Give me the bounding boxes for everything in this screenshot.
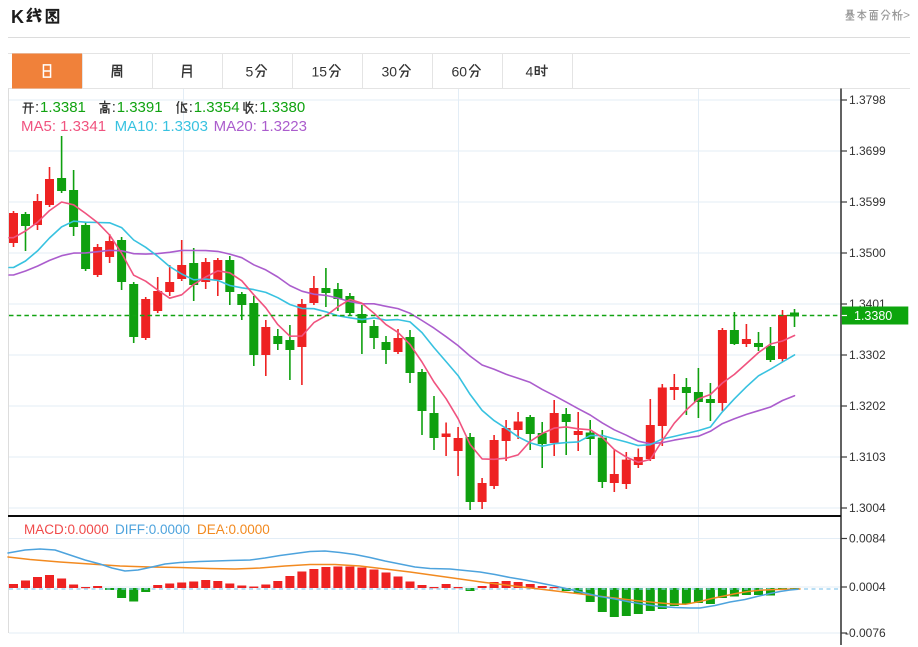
svg-text:MA5: 1.3341: MA5: 1.3341 [21,118,106,135]
svg-text::: : [35,99,39,116]
svg-text:MA10: 1.3303: MA10: 1.3303 [115,118,208,135]
svg-text:1.3798: 1.3798 [849,93,886,107]
svg-text:DIFF:0.0000: DIFF:0.0000 [115,522,190,537]
svg-text:K: K [11,7,24,27]
svg-text:1.3699: 1.3699 [849,144,886,158]
svg-text:1.3599: 1.3599 [849,195,886,209]
svg-text:-0.0076: -0.0076 [845,626,886,640]
svg-text:1.3391: 1.3391 [117,99,163,116]
svg-text:1.3004: 1.3004 [849,501,886,515]
svg-text:1.3500: 1.3500 [849,246,886,260]
svg-text::: : [189,99,193,116]
svg-text:MA20: 1.3223: MA20: 1.3223 [214,118,307,135]
svg-text:>: > [903,8,910,22]
svg-text:0.0084: 0.0084 [849,532,886,546]
svg-text::: : [112,99,116,116]
svg-text:4: 4 [526,64,534,80]
svg-text:1.3381: 1.3381 [40,99,86,116]
svg-text::: : [254,99,258,116]
svg-text:5: 5 [246,64,254,80]
svg-text:1.3354: 1.3354 [194,99,240,116]
svg-text:1.3380: 1.3380 [259,99,305,116]
svg-text:MACD:0.0000: MACD:0.0000 [24,522,109,537]
svg-text:1.3302: 1.3302 [849,348,886,362]
svg-text:60: 60 [452,64,468,80]
svg-text:15: 15 [312,64,328,80]
svg-text:30: 30 [382,64,398,80]
svg-text:1.3103: 1.3103 [849,450,886,464]
svg-text:0.0004: 0.0004 [849,580,886,594]
svg-text:DEA:0.0000: DEA:0.0000 [197,522,270,537]
svg-text:1.3202: 1.3202 [849,399,886,413]
svg-text:1.3380: 1.3380 [854,309,892,323]
